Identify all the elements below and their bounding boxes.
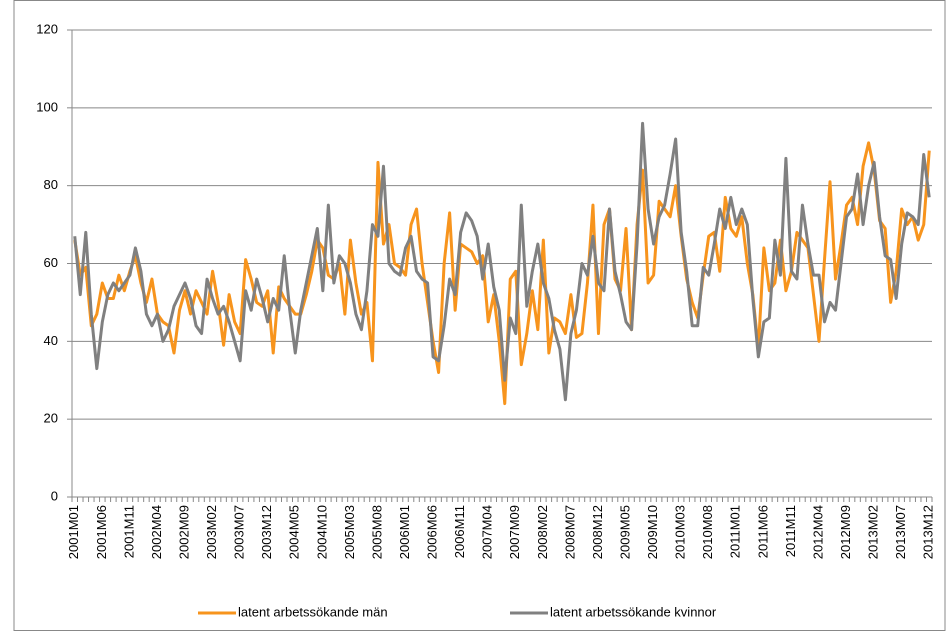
chart-border <box>13 0 946 631</box>
legend-label: latent arbetssökande kvinnor <box>550 604 717 619</box>
y-tick-label: 40 <box>44 333 58 348</box>
x-tick-label: 2001M11 <box>121 505 136 558</box>
x-tick-label: 2005M03 <box>342 505 357 559</box>
y-tick-label: 20 <box>44 411 58 426</box>
x-tick-label: 2003M02 <box>204 505 219 559</box>
y-tick-label: 80 <box>44 177 58 192</box>
x-tick-label: 2002M04 <box>149 505 164 559</box>
x-tick-label: 2010M08 <box>700 505 715 559</box>
x-tick-label: 2012M09 <box>838 505 853 559</box>
x-tick-label: 2011M11 <box>783 505 798 557</box>
x-tick-label: 2006M06 <box>425 505 440 559</box>
x-tick-label: 2001M01 <box>66 505 81 559</box>
x-tick-label: 2008M07 <box>562 505 577 559</box>
x-tick-label: 2003M12 <box>259 505 274 559</box>
x-tick-label: 2013M02 <box>866 505 881 559</box>
x-tick-label: 2006M11 <box>452 505 467 558</box>
x-tick-label: 2004M05 <box>287 505 302 559</box>
legend-label: latent arbetssökande män <box>238 604 388 619</box>
x-tick-label: 2008M12 <box>590 505 605 559</box>
x-tick-label: 2008M02 <box>535 505 550 559</box>
x-tick-label: 2007M09 <box>507 505 522 559</box>
y-tick-label: 60 <box>44 255 58 270</box>
x-tick-label: 2007M04 <box>480 505 495 559</box>
y-tick-label: 100 <box>36 99 58 114</box>
x-tick-label: 2001M06 <box>94 505 109 559</box>
x-tick-label: 2003M07 <box>232 505 247 559</box>
x-tick-label: 2013M12 <box>921 505 936 559</box>
x-tick-label: 2012M04 <box>810 505 825 559</box>
x-tick-label: 2006M01 <box>397 505 412 559</box>
x-tick-label: 2011M06 <box>755 505 770 558</box>
series-line <box>73 141 931 406</box>
x-tick-label: 2009M10 <box>645 505 660 559</box>
x-tick-label: 2004M10 <box>314 505 329 559</box>
x-tick-label: 2005M08 <box>369 505 384 559</box>
y-tick-label: 0 <box>51 488 58 503</box>
series-line <box>73 121 931 402</box>
x-tick-label: 2010M03 <box>673 505 688 559</box>
x-tick-label: 2009M05 <box>617 505 632 559</box>
x-tick-label: 2011M01 <box>728 505 743 558</box>
y-tick-label: 120 <box>36 21 58 36</box>
x-tick-label: 2002M09 <box>176 505 191 559</box>
x-tick-label: 2013M07 <box>893 505 908 559</box>
